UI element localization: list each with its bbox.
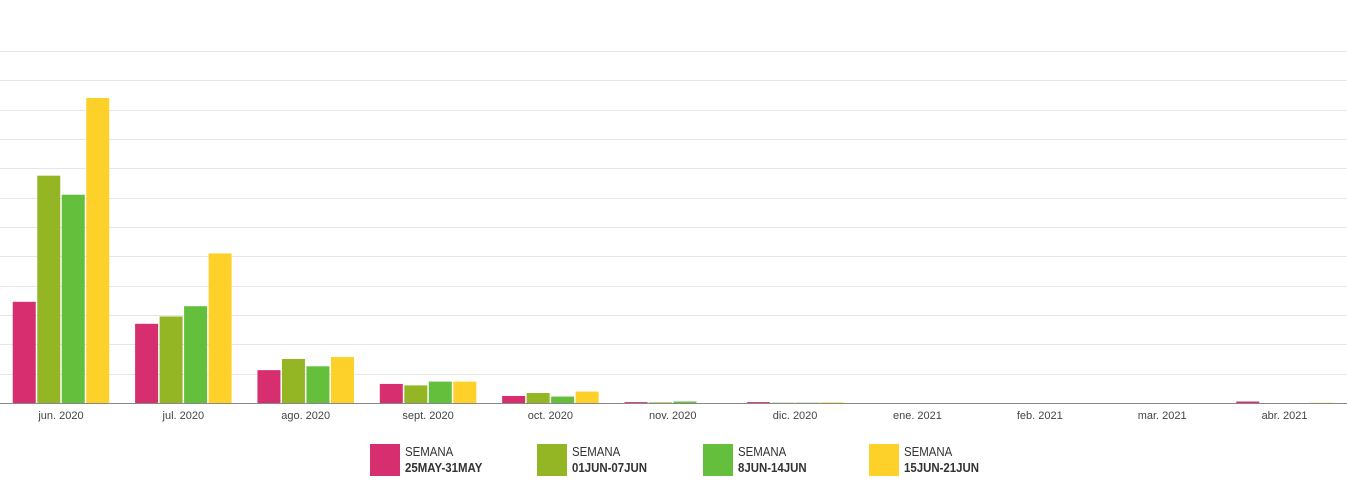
bar-1-7 [746,402,770,403]
bar-1-3 [257,370,281,403]
legend-label-line1: SEMANA [572,444,621,459]
bar-2-2 [159,316,183,403]
bar-2-3 [281,359,305,403]
legend-swatch-series-1 [370,444,400,476]
x-tick-label: dic. 2020 [773,410,818,422]
bar-2-5 [526,393,550,403]
legend-swatch-series-4 [869,444,899,476]
legend: SEMANA 25MAY-31MAY SEMANA 01JUN-07JUN SE… [0,444,1347,478]
bar-4-2 [208,253,232,403]
x-tick-label: feb. 2021 [1017,410,1063,422]
bar-1-11 [1236,401,1260,403]
x-tick-label: ene. 2021 [893,410,942,422]
bar-1-4 [379,383,403,403]
legend-label-series-3: SEMANA 8JUN-14JUN [738,444,807,476]
legend-label-series-4: SEMANA 15JUN-21JUN [904,444,979,476]
bar-1-1 [12,301,36,403]
x-tick-label: nov. 2020 [649,410,697,422]
bar-4-4 [453,381,477,403]
bar-3-1 [61,194,85,403]
x-tick-label: mar. 2021 [1138,410,1187,422]
x-tick-label: abr. 2021 [1262,410,1308,422]
x-tick-label: jun. 2020 [37,410,83,422]
bars [12,97,1333,404]
bar-3-4 [428,381,452,403]
legend-item-series-4: SEMANA 15JUN-21JUN [869,444,989,476]
legend-label-line1: SEMANA [405,444,454,459]
bar-4-5 [575,391,599,403]
legend-label-line2: 25MAY-31MAY [405,460,483,475]
legend-item-series-3: SEMANA 8JUN-14JUN [703,444,816,476]
bar-3-2 [184,306,208,403]
bar-3-5 [551,396,575,403]
x-tick-label: oct. 2020 [528,410,573,422]
bar-4-1 [86,97,110,404]
bar-4-7 [820,402,844,403]
x-tick-label: sept. 2020 [402,410,453,422]
bar-2-6 [649,402,672,403]
legend-label-line2: 01JUN-07JUN [572,460,648,475]
x-tick-label: ago. 2020 [281,410,330,422]
legend-label-series-2: SEMANA 01JUN-07JUN [572,444,647,476]
bar-1-6 [624,402,648,403]
legend-swatch-series-2 [537,444,567,476]
legend-swatch-series-3 [703,444,733,476]
bar-chart-plot: jun. 2020 jul. 2020 ago. 2020 sept. 2020 oct… [0,51,1347,422]
legend-label-series-1: SEMANA 25MAY-31MAY [405,444,482,476]
bar-1-2 [135,323,159,403]
bar-4-3 [330,356,354,403]
bar-1-5 [502,395,526,403]
legend-item-series-1: SEMANA 25MAY-31MAY [370,444,493,476]
bar-2-4 [404,385,428,403]
x-tick-label: jul. 2020 [162,410,205,422]
bar-3-3 [306,366,330,403]
x-tick-labels: jun. 2020 jul. 2020 ago. 2020 sept. 2020 oct… [37,410,1307,422]
legend-label-line1: SEMANA [904,444,953,459]
legend-label-line1: SEMANA [738,444,787,459]
bar-2-1 [37,175,61,403]
legend-item-series-2: SEMANA 01JUN-07JUN [537,444,657,476]
legend-label-line2: 15JUN-21JUN [904,460,980,475]
legend-label-line2: 8JUN-14JUN [738,460,807,475]
bar-3-6 [673,401,697,403]
